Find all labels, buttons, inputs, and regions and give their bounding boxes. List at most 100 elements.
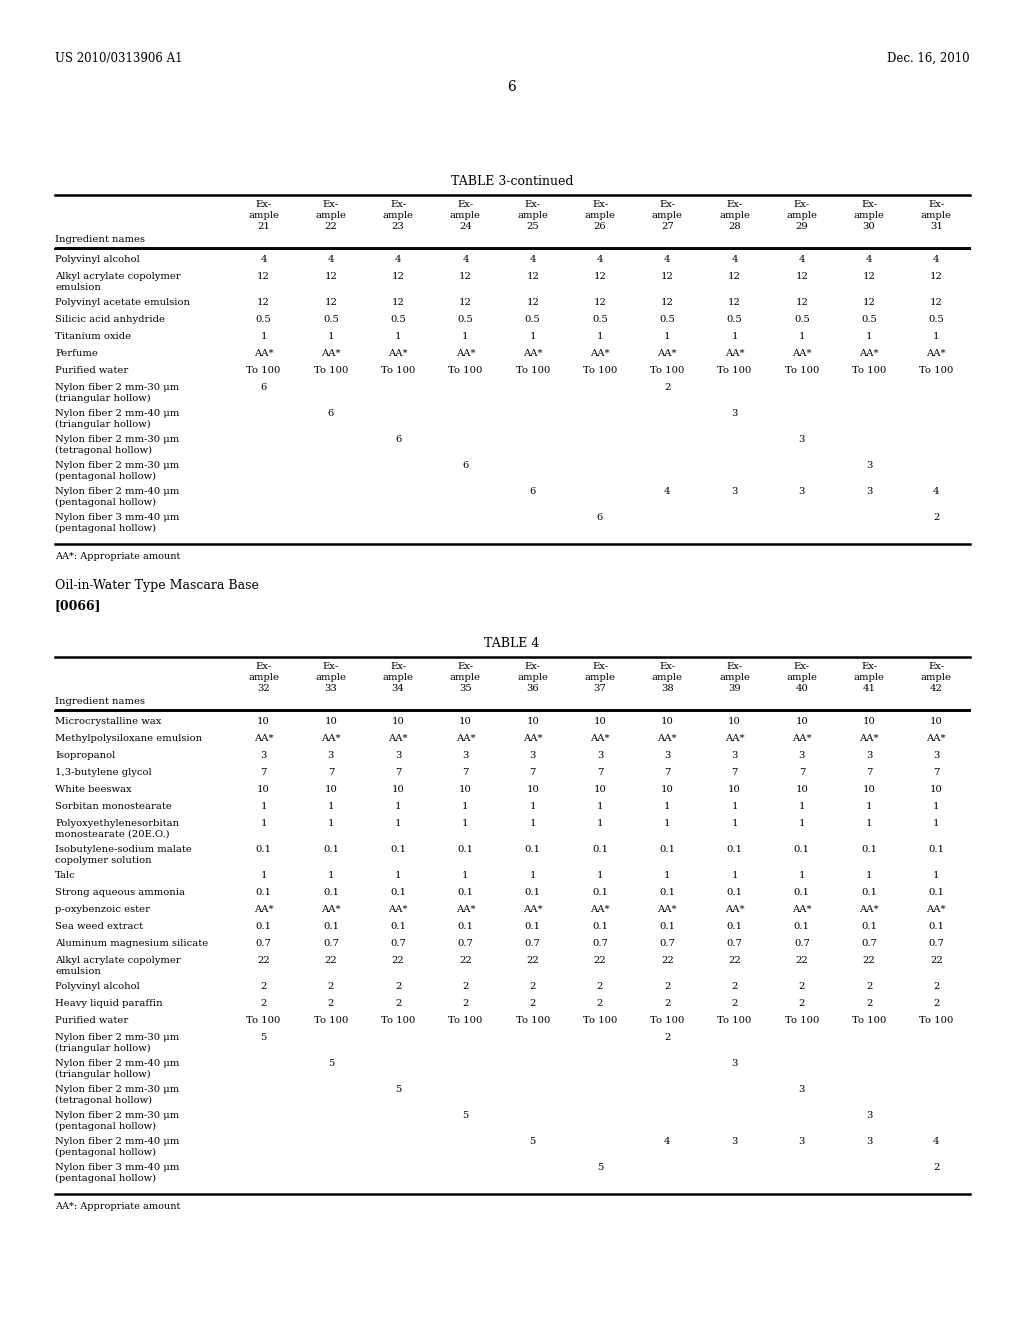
Text: 4: 4 [664, 487, 671, 496]
Text: Ex-: Ex- [794, 663, 810, 671]
Text: 29: 29 [796, 222, 808, 231]
Text: 10: 10 [526, 785, 540, 795]
Text: AA*: AA* [859, 348, 879, 358]
Text: AA*: AA* [725, 906, 744, 913]
Text: 7: 7 [260, 768, 267, 777]
Text: 1: 1 [260, 333, 267, 341]
Text: 0.7: 0.7 [659, 939, 675, 948]
Text: ample: ample [719, 211, 750, 220]
Text: ample: ample [786, 673, 817, 682]
Text: 5: 5 [328, 1059, 334, 1068]
Text: 0.1: 0.1 [861, 888, 878, 898]
Text: 1: 1 [664, 803, 671, 810]
Text: ample: ample [517, 211, 548, 220]
Text: AA*: AA* [927, 348, 946, 358]
Text: AA*: AA* [388, 348, 408, 358]
Text: Ex-: Ex- [861, 201, 878, 209]
Text: 0.5: 0.5 [659, 315, 675, 323]
Text: 4: 4 [866, 255, 872, 264]
Text: 3: 3 [799, 487, 805, 496]
Text: AA*: AA* [792, 906, 812, 913]
Text: 38: 38 [660, 684, 674, 693]
Text: 12: 12 [660, 272, 674, 281]
Text: 1: 1 [395, 333, 401, 341]
Text: 3: 3 [866, 461, 872, 470]
Text: 10: 10 [862, 717, 876, 726]
Text: To 100: To 100 [784, 366, 819, 375]
Text: 0.1: 0.1 [592, 888, 608, 898]
Text: AA*: AA* [590, 734, 610, 743]
Text: 0.7: 0.7 [592, 939, 608, 948]
Text: Nylon fiber 2 mm-30 μm
(tetragonal hollow): Nylon fiber 2 mm-30 μm (tetragonal hollo… [55, 1085, 179, 1105]
Text: 0.1: 0.1 [390, 921, 407, 931]
Text: 12: 12 [459, 272, 472, 281]
Text: 1: 1 [529, 818, 536, 828]
Text: Ex-: Ex- [659, 663, 676, 671]
Text: 1: 1 [328, 818, 334, 828]
Text: Nylon fiber 3 mm-40 μm
(pentagonal hollow): Nylon fiber 3 mm-40 μm (pentagonal hollo… [55, 1163, 179, 1183]
Text: p-oxybenzoic ester: p-oxybenzoic ester [55, 906, 150, 913]
Text: Ex-: Ex- [929, 201, 944, 209]
Text: 22: 22 [459, 956, 472, 965]
Text: AA*: AA* [523, 348, 543, 358]
Text: AA*: AA* [456, 348, 475, 358]
Text: 22: 22 [862, 956, 876, 965]
Text: ample: ample [854, 673, 885, 682]
Text: 6: 6 [597, 513, 603, 521]
Text: 0.1: 0.1 [929, 845, 944, 854]
Text: 22: 22 [594, 956, 606, 965]
Text: 7: 7 [799, 768, 805, 777]
Text: 2: 2 [933, 982, 940, 991]
Text: 2: 2 [665, 982, 671, 991]
Text: 1: 1 [260, 818, 267, 828]
Text: 2: 2 [799, 982, 805, 991]
Text: 2: 2 [933, 513, 940, 521]
Text: 7: 7 [529, 768, 536, 777]
Text: Nylon fiber 2 mm-40 μm
(pentagonal hollow): Nylon fiber 2 mm-40 μm (pentagonal hollo… [55, 1137, 179, 1156]
Text: 1: 1 [328, 333, 334, 341]
Text: 4: 4 [462, 255, 469, 264]
Text: AA*: Appropriate amount: AA*: Appropriate amount [55, 1203, 180, 1210]
Text: Methylpolysiloxane emulsion: Methylpolysiloxane emulsion [55, 734, 202, 743]
Text: 10: 10 [660, 717, 674, 726]
Text: 10: 10 [796, 785, 808, 795]
Text: 1: 1 [395, 818, 401, 828]
Text: 22: 22 [796, 956, 808, 965]
Text: 10: 10 [930, 785, 943, 795]
Text: Ex-: Ex- [524, 201, 541, 209]
Text: 22: 22 [526, 956, 539, 965]
Text: 0.5: 0.5 [592, 315, 608, 323]
Text: AA*: AA* [254, 906, 273, 913]
Text: 12: 12 [728, 272, 741, 281]
Text: 34: 34 [392, 684, 404, 693]
Text: Ex-: Ex- [726, 201, 742, 209]
Text: 1: 1 [462, 333, 469, 341]
Text: Sorbitan monostearate: Sorbitan monostearate [55, 803, 172, 810]
Text: 1: 1 [529, 803, 536, 810]
Text: Ex-: Ex- [929, 663, 944, 671]
Text: 3: 3 [866, 1137, 872, 1146]
Text: 7: 7 [665, 768, 671, 777]
Text: 24: 24 [459, 222, 472, 231]
Text: 35: 35 [459, 684, 472, 693]
Text: Strong aqueous ammonia: Strong aqueous ammonia [55, 888, 185, 898]
Text: 0.1: 0.1 [659, 888, 675, 898]
Text: 3: 3 [529, 751, 536, 760]
Text: 3: 3 [328, 751, 334, 760]
Text: AA*: AA* [456, 906, 475, 913]
Text: 10: 10 [526, 717, 540, 726]
Text: 2: 2 [866, 982, 872, 991]
Text: 1: 1 [328, 803, 334, 810]
Text: 1: 1 [799, 871, 805, 880]
Text: 1: 1 [395, 803, 401, 810]
Text: 0.5: 0.5 [524, 315, 541, 323]
Text: 1: 1 [462, 803, 469, 810]
Text: Polyvinyl acetate emulsion: Polyvinyl acetate emulsion [55, 298, 190, 308]
Text: 3: 3 [799, 1137, 805, 1146]
Text: 10: 10 [459, 785, 472, 795]
Text: 10: 10 [862, 785, 876, 795]
Text: Heavy liquid paraffin: Heavy liquid paraffin [55, 999, 163, 1008]
Text: 1: 1 [328, 871, 334, 880]
Text: [0066]: [0066] [55, 599, 101, 612]
Text: 12: 12 [392, 298, 404, 308]
